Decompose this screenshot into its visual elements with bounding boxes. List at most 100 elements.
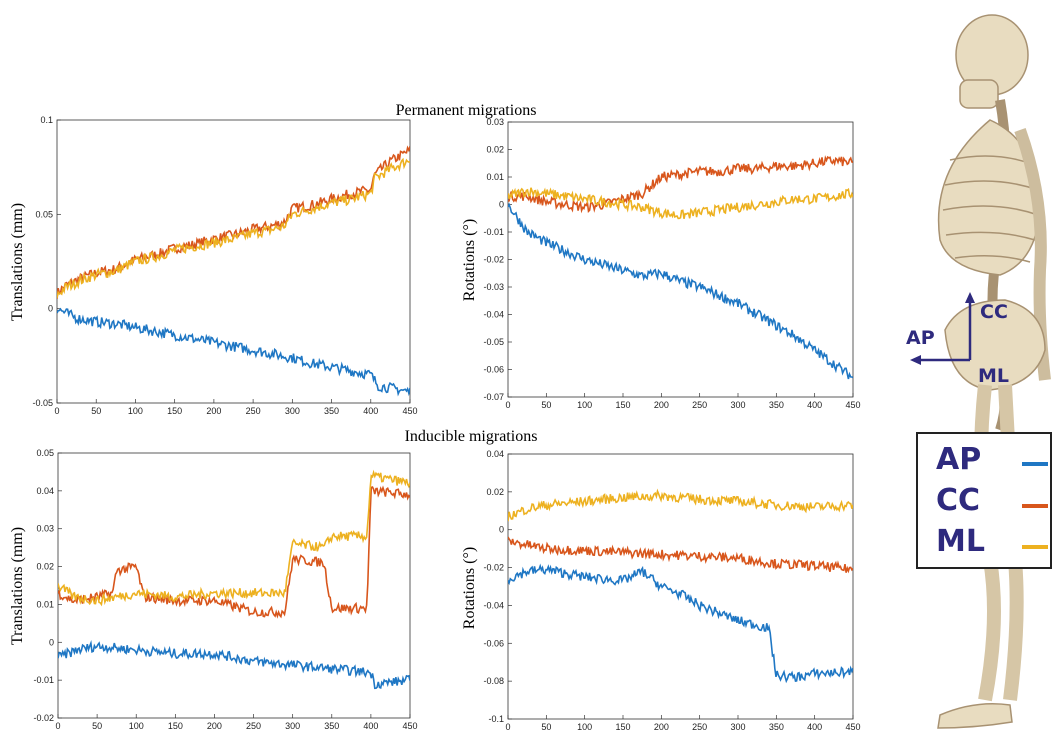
cc-arrow-head: [965, 292, 975, 303]
x-tick-label: 400: [807, 722, 822, 732]
x-tick-label: 100: [577, 400, 592, 410]
y-tick-label: 0.04: [36, 486, 54, 496]
x-tick-label: 450: [845, 722, 860, 732]
x-tick-label: 200: [206, 406, 221, 416]
y-tick-label: 0.1: [40, 115, 53, 125]
y-tick-label: 0: [48, 304, 53, 314]
series-line-ml: [508, 488, 853, 522]
x-tick-label: 450: [402, 406, 417, 416]
y-tick-label: 0: [499, 525, 504, 535]
ml-axis-label: ML: [978, 365, 1009, 387]
y-tick-label: -0.04: [483, 600, 504, 610]
y-tick-label: 0.02: [486, 487, 504, 497]
y-tick-label: -0.02: [33, 713, 54, 723]
x-tick-label: 250: [692, 400, 707, 410]
series-line-cc: [58, 485, 410, 619]
y-tick-label: 0: [499, 200, 504, 210]
legend-label-ap: AP: [936, 442, 982, 477]
y-tick-label: 0.05: [36, 448, 54, 458]
ap-axis-label: AP: [906, 327, 935, 349]
y-tick-label: -0.05: [483, 337, 504, 347]
y-tick-label: -0.02: [483, 255, 504, 265]
x-tick-label: 100: [577, 722, 592, 732]
x-tick-label: 300: [285, 721, 300, 731]
panel-inducible-rotations: 0 50 100 150 200 250 300 350 400 450 -0.1 -0.08 -0.0…: [461, 449, 861, 732]
x-tick-label: 350: [324, 406, 339, 416]
y-tick-label: -0.04: [483, 310, 504, 320]
y-tick-label: -0.01: [33, 675, 54, 685]
series-line-ml: [508, 187, 853, 220]
y-tick-label: -0.07: [483, 392, 504, 402]
x-tick-label: 50: [541, 400, 551, 410]
x-tick-label: 250: [246, 721, 261, 731]
cc-axis-label: CC: [980, 301, 1008, 323]
series-line-ml: [58, 469, 410, 607]
x-tick-label: 0: [505, 400, 510, 410]
y-tick-label: -0.03: [483, 282, 504, 292]
x-tick-label: 300: [730, 400, 745, 410]
ap-arrow-head: [910, 355, 921, 365]
x-tick-label: 350: [769, 722, 784, 732]
y-axis-label: Rotations (°): [461, 547, 478, 629]
x-tick-label: 0: [54, 406, 59, 416]
y-tick-label: 0.02: [36, 562, 54, 572]
x-tick-label: 400: [807, 400, 822, 410]
y-tick-label: 0.03: [36, 524, 54, 534]
legend-swatch-ap: [1022, 462, 1048, 466]
x-tick-label: 150: [167, 406, 182, 416]
x-tick-label: 350: [769, 400, 784, 410]
x-tick-label: 250: [246, 406, 261, 416]
x-tick-label: 150: [615, 722, 630, 732]
x-tick-label: 200: [654, 722, 669, 732]
y-tick-label: -0.05: [32, 398, 53, 408]
series-line-ml: [57, 157, 410, 298]
plot-area: [507, 453, 854, 720]
y-tick-label: 0.04: [486, 449, 504, 459]
ribs-lines: [942, 155, 1039, 263]
y-tick-label: 0.05: [35, 209, 53, 219]
series-line-ap: [58, 640, 410, 690]
x-tick-label: 400: [363, 406, 378, 416]
legend-swatch-cc: [1022, 504, 1048, 508]
y-axis-label: Translations (mm): [9, 203, 26, 321]
legend-item-ml: ML: [936, 524, 985, 559]
panel-permanent-rotations: 0 50 100 150 200 250 300 350 400 450 -0.07 -0.06 -0.…: [461, 117, 861, 410]
series-line-ap: [508, 563, 853, 684]
y-tick-label: 0.01: [36, 599, 54, 609]
x-tick-label: 50: [92, 721, 102, 731]
x-tick-label: 100: [128, 406, 143, 416]
series-line-cc: [508, 155, 853, 214]
legend-label-ml: ML: [936, 524, 985, 559]
legend-swatch-ml: [1022, 545, 1048, 549]
foot-shape: [937, 703, 1013, 729]
y-tick-label: -0.1: [488, 714, 504, 724]
jaw-shape: [959, 79, 999, 109]
y-tick-label: -0.06: [483, 365, 504, 375]
panel-inducible-translations: 0 50 100 150 200 250 300 350 400 450 -0.02 -0.01 0 0.…: [9, 448, 418, 731]
x-tick-label: 350: [324, 721, 339, 731]
x-tick-label: 150: [168, 721, 183, 731]
y-tick-label: -0.02: [483, 563, 504, 573]
anatomy-axes: [910, 292, 975, 365]
x-tick-label: 100: [129, 721, 144, 731]
y-axis-label: Translations (mm): [9, 527, 26, 645]
panel-permanent-translations: 0 50 100 150 200 250 300 350 400 450-0.0500.050.1…: [9, 115, 418, 416]
section-title-permanent: Permanent migrations: [396, 102, 537, 119]
plot-area: [507, 121, 854, 398]
y-tick-label: 0.03: [486, 117, 504, 127]
y-tick-label: 0.01: [486, 172, 504, 182]
x-tick-label: 50: [91, 406, 101, 416]
x-tick-label: 250: [692, 722, 707, 732]
x-tick-label: 450: [402, 721, 417, 731]
x-tick-label: 50: [541, 722, 551, 732]
y-tick-label: -0.06: [483, 638, 504, 648]
x-tick-label: 400: [363, 721, 378, 731]
legend-box: AP CC ML: [916, 432, 1052, 569]
y-axis-label: Rotations (°): [461, 219, 478, 301]
series-line-cc: [508, 536, 853, 574]
y-tick-label: 0.02: [486, 145, 504, 155]
y-tick-label: -0.08: [483, 676, 504, 686]
series-line-ap: [508, 202, 853, 380]
x-tick-label: 0: [55, 721, 60, 731]
